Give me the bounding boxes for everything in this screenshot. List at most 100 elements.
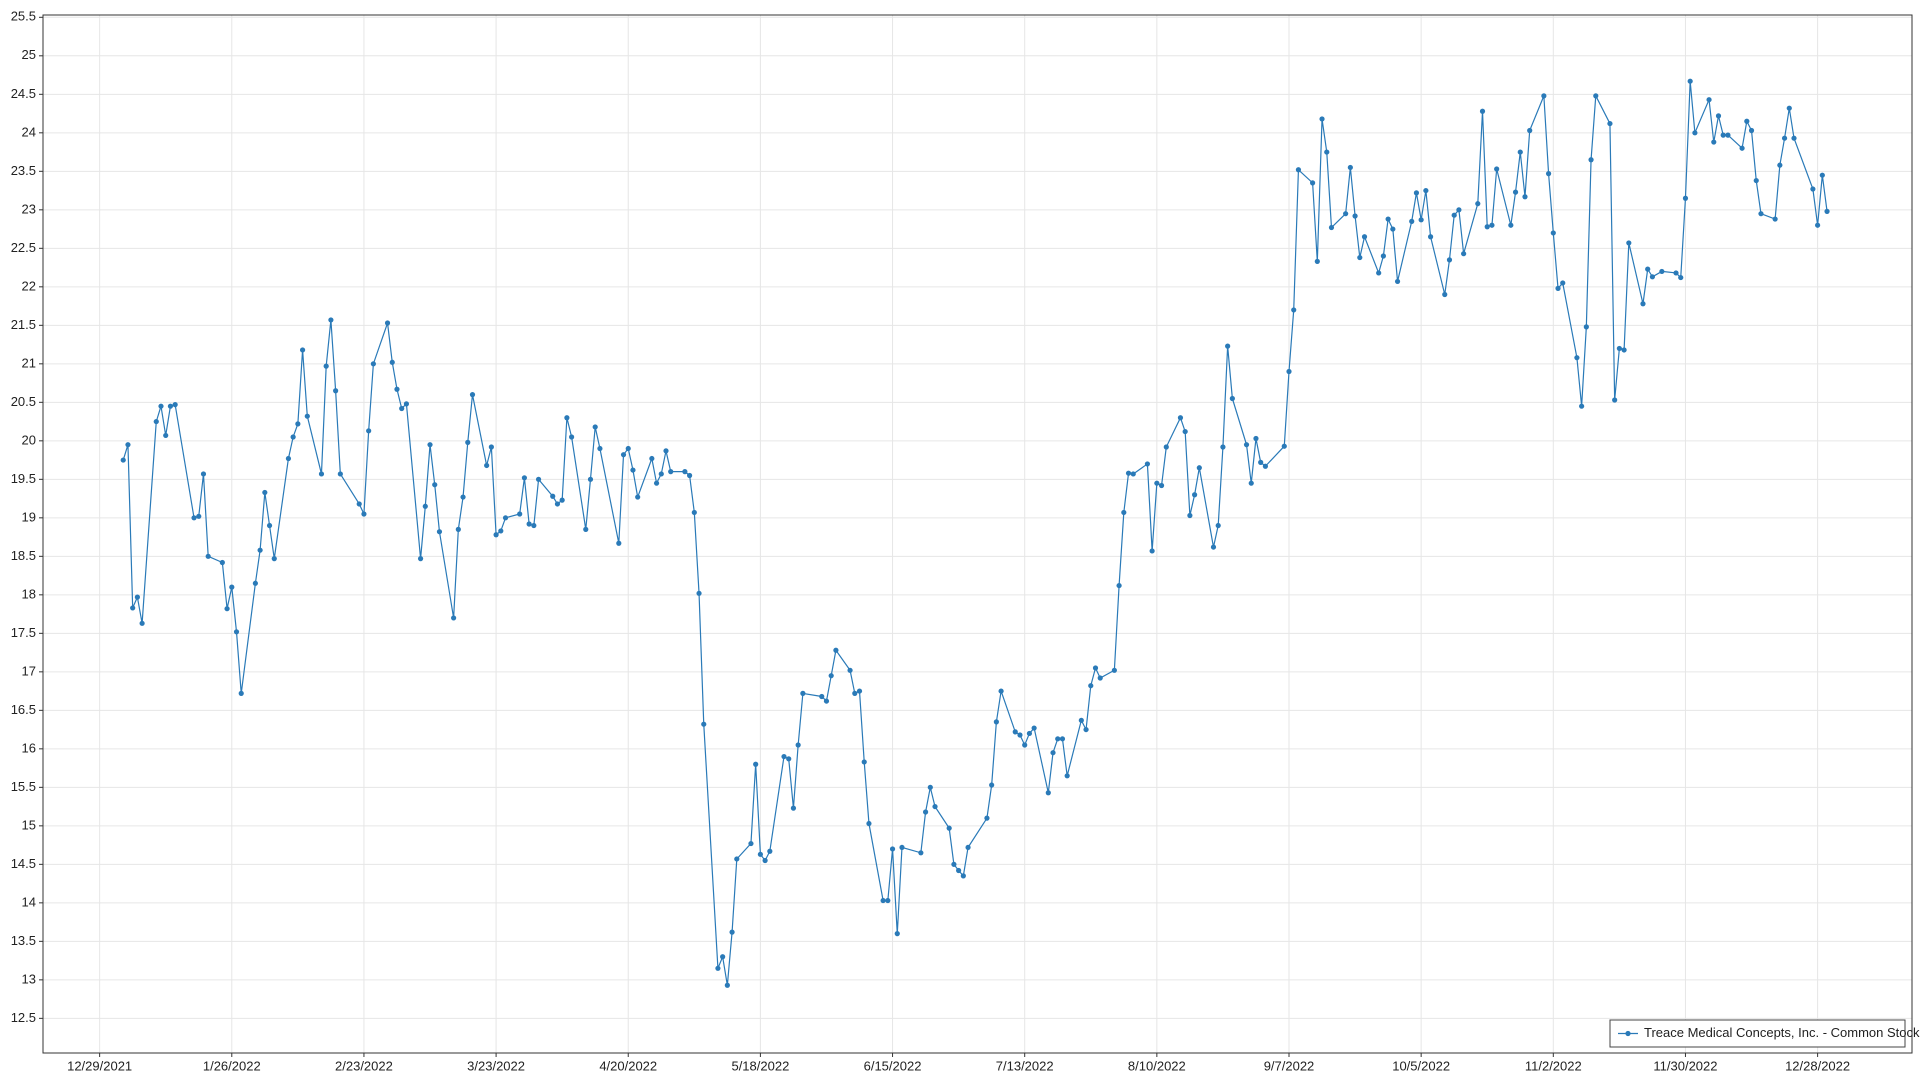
data-point <box>394 386 400 392</box>
data-point <box>1772 216 1778 222</box>
data-point <box>569 434 575 440</box>
x-tick-label: 12/28/2022 <box>1785 1058 1850 1073</box>
x-tick-label: 2/23/2022 <box>335 1058 393 1073</box>
data-point <box>1451 212 1457 218</box>
data-point <box>262 489 268 496</box>
data-point <box>781 753 787 760</box>
data-point <box>1512 189 1519 195</box>
y-tick-label: 21 <box>22 355 36 370</box>
legend-box <box>1609 1019 1906 1048</box>
data-point <box>597 445 603 452</box>
data-point <box>889 846 896 852</box>
data-point <box>1022 742 1028 748</box>
data-point <box>932 803 938 810</box>
data-point <box>1026 730 1033 737</box>
data-point <box>828 673 834 679</box>
data-point <box>951 861 957 867</box>
data-point <box>120 457 126 463</box>
data-point <box>1461 251 1467 257</box>
data-point <box>767 848 773 854</box>
y-tick-label: 13.5 <box>11 933 36 948</box>
data-point <box>592 424 598 430</box>
data-point <box>1479 108 1486 114</box>
data-point <box>1607 120 1613 127</box>
data-point <box>899 844 905 851</box>
data-point <box>1508 222 1514 228</box>
data-point <box>989 782 995 788</box>
data-point <box>295 421 301 427</box>
data-point <box>1517 149 1523 155</box>
data-point <box>158 403 164 409</box>
data-point <box>1111 667 1117 673</box>
data-point <box>1385 216 1391 222</box>
x-tick-label: 11/2/2022 <box>1525 1058 1582 1073</box>
y-tick-label: 24 <box>22 124 36 139</box>
data-point <box>734 856 740 862</box>
data-point <box>1182 428 1188 435</box>
data-point <box>1418 217 1424 223</box>
data-point <box>1215 522 1221 529</box>
data-point <box>1720 132 1726 138</box>
data-point <box>984 815 990 821</box>
data-point <box>1777 162 1783 168</box>
data-point <box>1158 482 1165 489</box>
data-point <box>1149 548 1155 554</box>
data-point <box>550 493 556 499</box>
y-tick-label: 17 <box>22 663 36 678</box>
data-point <box>1045 790 1051 796</box>
data-point <box>1361 234 1368 240</box>
y-tick-label: 23.5 <box>11 163 36 178</box>
data-point <box>1489 222 1495 228</box>
data-point <box>1574 355 1580 361</box>
data-point <box>333 388 339 394</box>
data-point <box>1687 78 1693 84</box>
data-point <box>436 529 443 535</box>
y-tick-label: 15.5 <box>11 779 36 794</box>
data-point <box>1427 234 1434 240</box>
data-point <box>1791 135 1797 141</box>
data-point <box>1154 480 1160 486</box>
data-point <box>337 471 343 477</box>
data-point <box>1423 187 1429 194</box>
data-point <box>620 452 627 458</box>
data-point <box>196 513 202 519</box>
data-point <box>795 742 801 748</box>
data-point <box>1484 224 1490 230</box>
data-point <box>205 553 211 559</box>
data-point <box>163 432 169 439</box>
data-point <box>729 929 735 935</box>
data-point <box>682 469 688 475</box>
data-point <box>1196 465 1202 471</box>
data-point <box>229 584 235 590</box>
data-point <box>1645 266 1651 272</box>
data-point <box>356 501 362 507</box>
data-point <box>658 471 664 477</box>
data-point <box>1281 443 1287 449</box>
data-point <box>455 526 461 532</box>
data-point <box>130 605 136 611</box>
data-point <box>649 455 655 462</box>
data-point <box>1621 347 1627 353</box>
data-point <box>1456 207 1462 213</box>
data-point <box>1649 274 1656 280</box>
data-point <box>1409 218 1415 224</box>
data-point <box>1593 93 1599 99</box>
data-point <box>960 873 966 879</box>
data-point <box>1390 226 1396 232</box>
x-tick-label: 8/10/2022 <box>1128 1058 1186 1073</box>
data-point <box>715 965 721 971</box>
data-point <box>1786 105 1792 111</box>
data-point <box>1579 403 1585 409</box>
data-point <box>1616 345 1622 352</box>
data-point <box>521 475 528 481</box>
y-tick-label: 24.5 <box>11 86 36 101</box>
data-point <box>885 897 891 904</box>
data-point <box>1347 164 1353 171</box>
data-point <box>384 320 391 326</box>
data-point <box>1163 444 1169 450</box>
data-point <box>299 347 306 353</box>
data-point <box>1314 258 1320 265</box>
data-point <box>701 721 707 727</box>
x-tick-label: 6/15/2022 <box>864 1058 922 1073</box>
data-point <box>318 471 325 477</box>
